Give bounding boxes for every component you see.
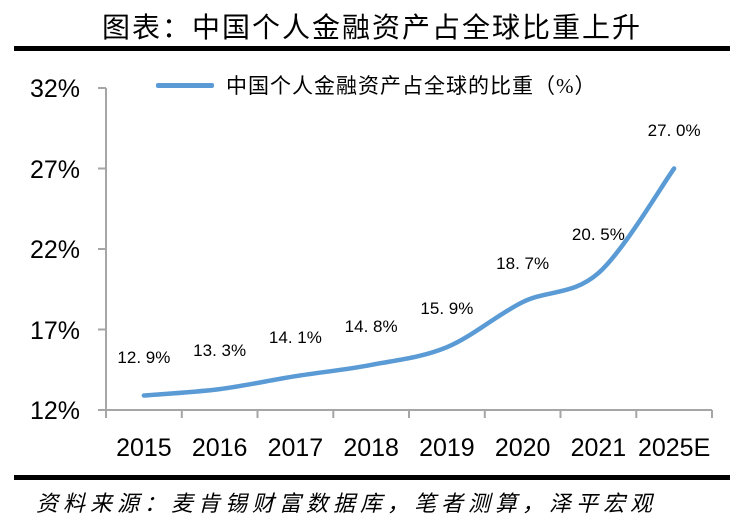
data-point-label: 27. 0% bbox=[647, 120, 701, 140]
source-note: 资料来源：麦肯锡财富数据库，笔者测算，泽平宏观 bbox=[36, 491, 658, 516]
y-axis-tick-label: 17% bbox=[29, 316, 80, 345]
bottom-divider-rule bbox=[14, 475, 730, 480]
y-axis-tick-label: 12% bbox=[29, 397, 80, 425]
x-axis-category-label: 2020 bbox=[494, 434, 551, 462]
chart-title: 图表：中国个人金融资产占全球比重上升 bbox=[101, 13, 642, 44]
data-point-label: 12. 9% bbox=[117, 347, 171, 367]
data-point-label: 13. 3% bbox=[193, 341, 247, 361]
x-axis-category-label: 2016 bbox=[191, 434, 248, 462]
x-axis-category-label: 2015 bbox=[116, 434, 172, 462]
x-axis-category-label: 2025E bbox=[637, 434, 711, 462]
data-point-label: 14. 1% bbox=[268, 328, 322, 348]
data-point-label: 14. 8% bbox=[344, 316, 398, 336]
x-axis-category-label: 2021 bbox=[570, 434, 627, 462]
data-point-label: 15. 9% bbox=[420, 299, 474, 319]
legend-line-marker bbox=[156, 82, 214, 88]
x-axis-category-label: 2019 bbox=[419, 434, 475, 462]
x-axis-category-label: 2017 bbox=[267, 434, 324, 462]
series-line bbox=[141, 166, 677, 398]
y-axis-tick-label: 32% bbox=[29, 75, 80, 103]
top-divider-rule bbox=[14, 46, 730, 51]
axis-ticks bbox=[98, 87, 713, 418]
y-axis-tick-label: 22% bbox=[29, 236, 80, 264]
legend-label: 中国个人金融资产占全球的比重（%） bbox=[226, 74, 597, 98]
data-point-label: 20. 5% bbox=[571, 225, 625, 245]
y-axis-tick-label: 27% bbox=[29, 155, 80, 184]
data-point-label: 18. 7% bbox=[496, 254, 550, 274]
legend: 中国个人金融资产占全球的比重（%） bbox=[156, 70, 597, 100]
x-axis-category-label: 2018 bbox=[343, 434, 399, 462]
